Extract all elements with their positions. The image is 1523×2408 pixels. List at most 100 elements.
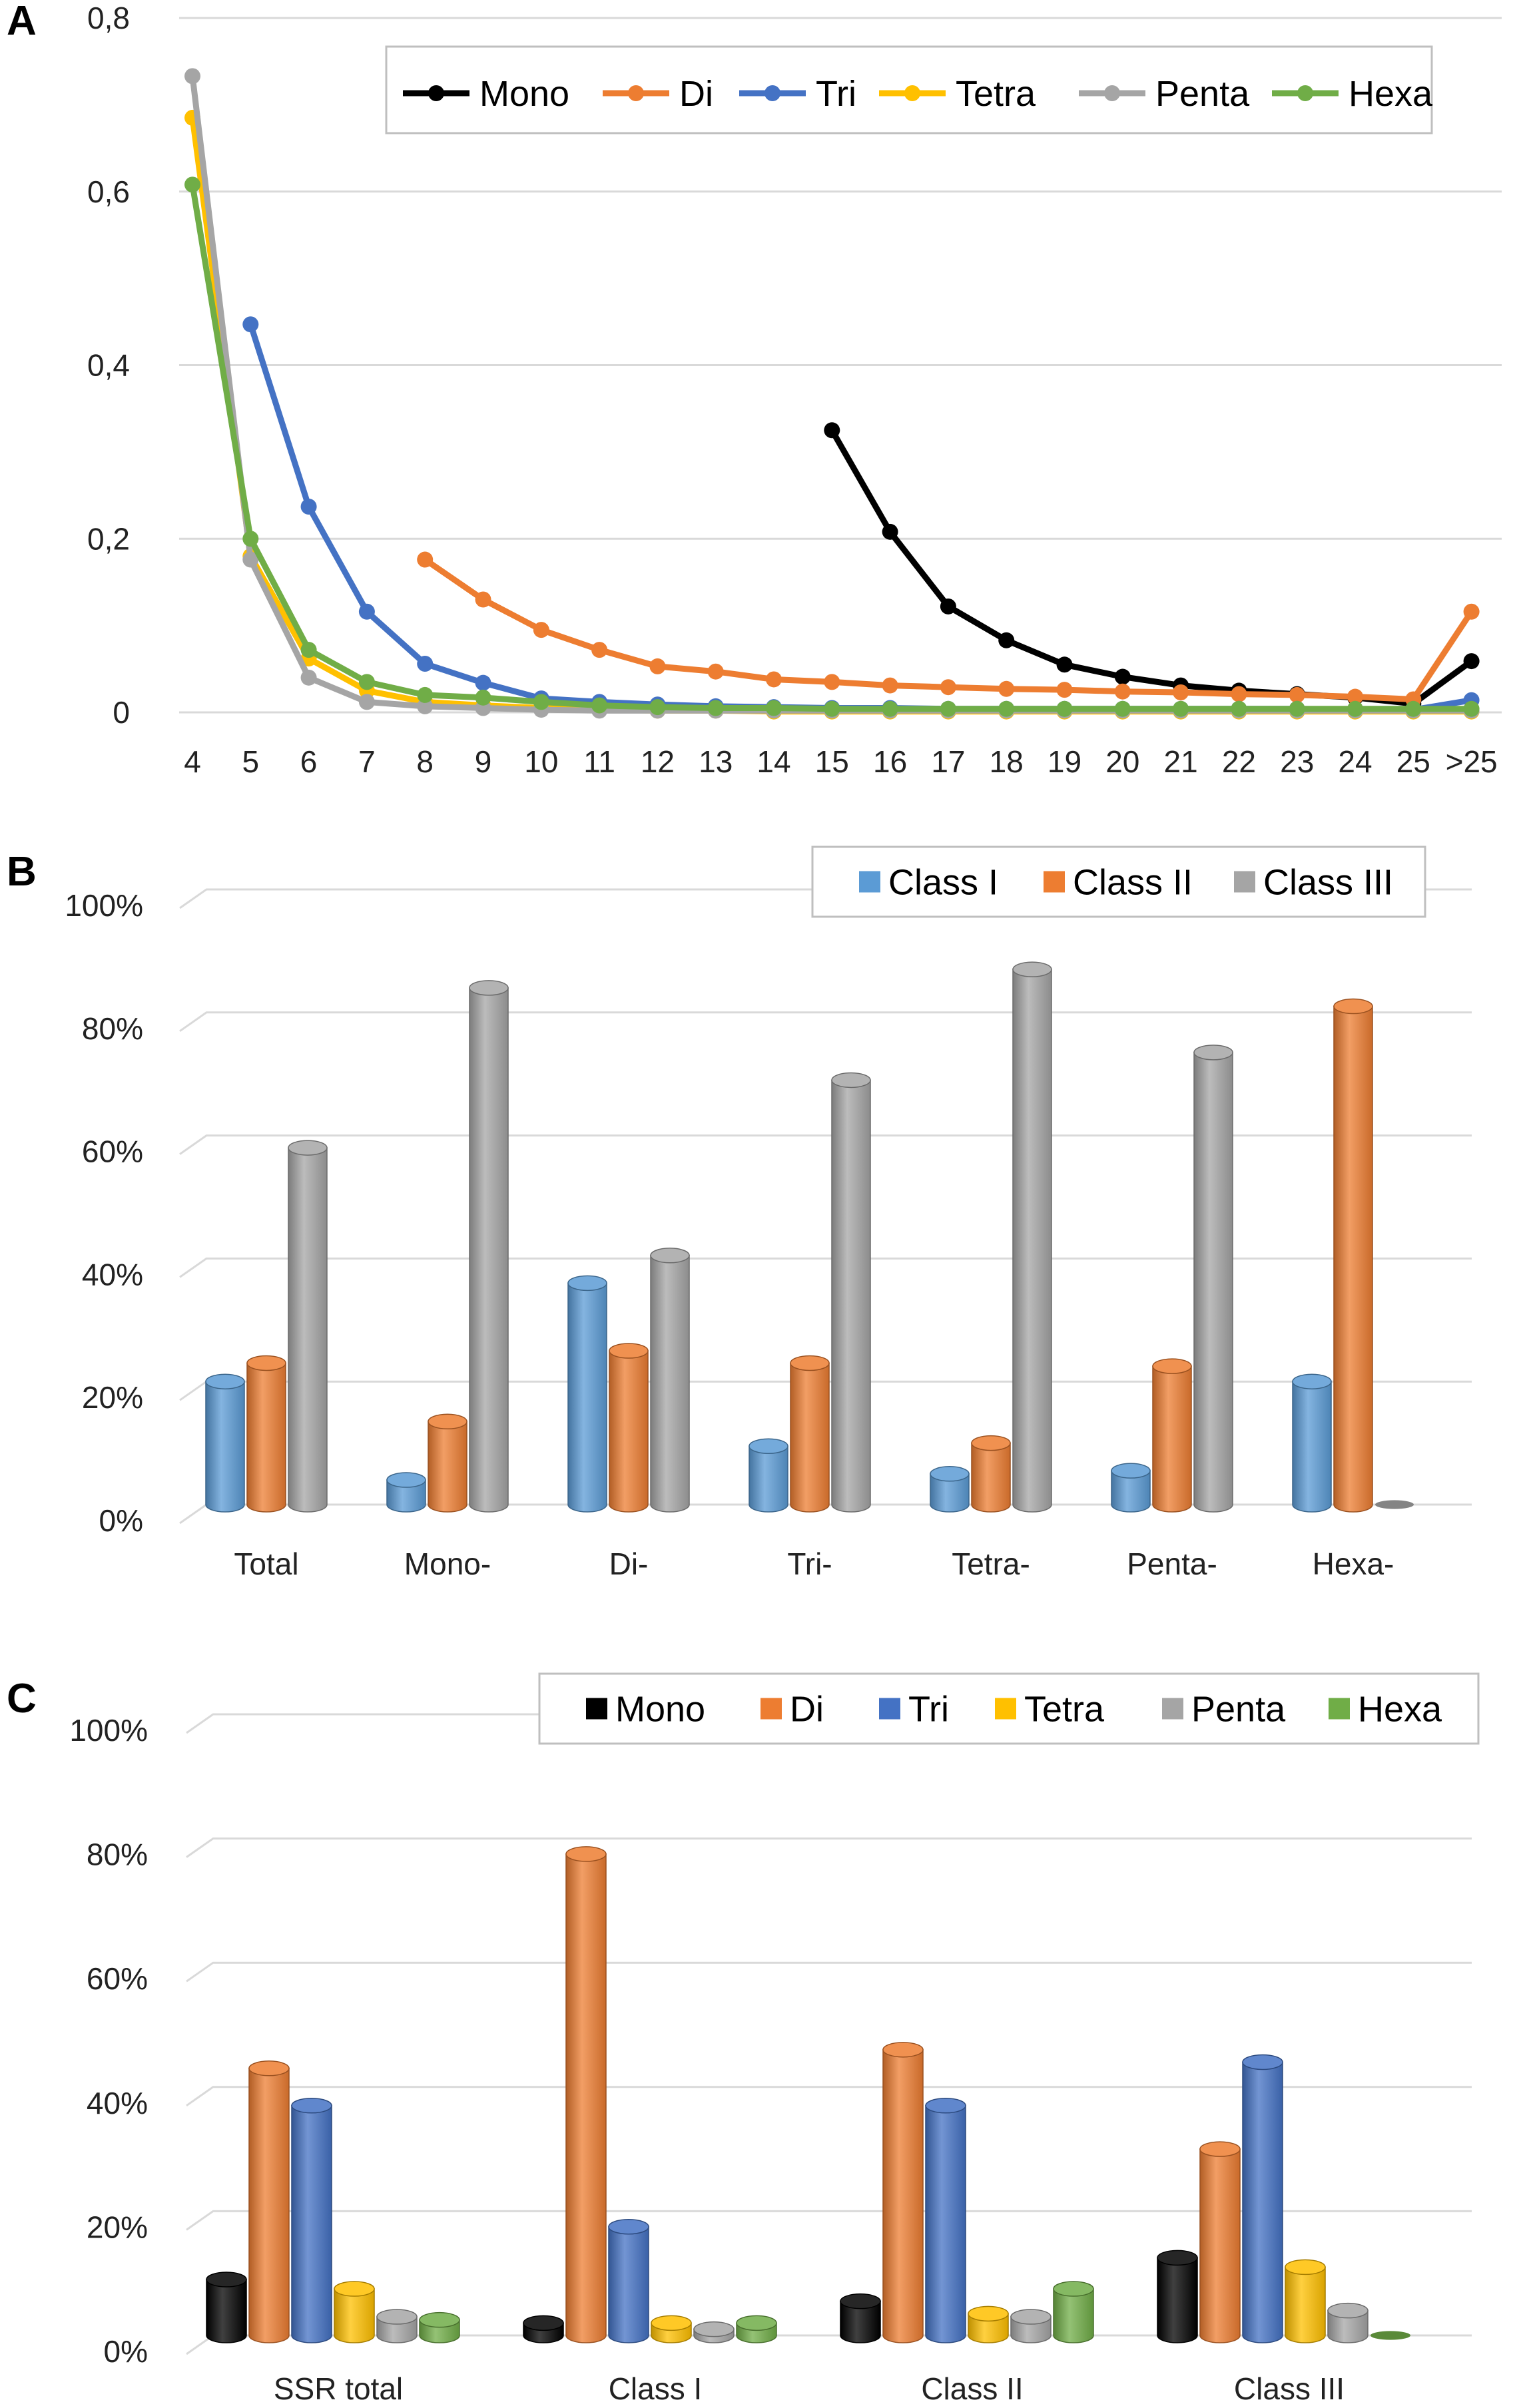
data-point-penta [184,68,200,85]
panel-b-bars [205,961,1414,1513]
panel-a-x-tick-label: 25 [1396,744,1430,779]
c-legend-swatch-mono [586,1698,607,1720]
data-point-di [1056,682,1073,698]
data-point-mono [1114,668,1131,685]
bar-hexa [419,2311,460,2343]
panel-a-x-tick-label: 14 [757,744,790,779]
data-point-hexa [707,700,724,716]
panel-a-x-tick-label: 24 [1338,744,1372,779]
bar-class-iii [1193,1045,1233,1513]
legend-marker-penta [1104,85,1120,101]
c-y-tick-label: 60% [87,1961,148,1996]
b-y-tick-label: 60% [82,1134,143,1169]
data-point-tri [242,316,259,333]
bar-body [1157,2257,1198,2343]
legend-label-di: Di [679,74,713,114]
legend-marker-mono [428,85,444,101]
panel-a-line-chart: A 0 0,2 0,4 0,6 0,8 4 5 6 7 8 9 10 11 12 13 14 15 16 17 18… [7,0,1502,779]
data-point-di [1347,688,1363,705]
bar-top [428,1413,467,1430]
panel-a-x-tick-label: >25 [1446,744,1498,779]
b-x-tick-label: Tetra- [952,1547,1030,1581]
c-legend-label-mono: Mono [615,1690,705,1730]
bar-body [469,987,509,1513]
b-x-tick-label: Mono- [404,1547,491,1581]
data-point-hexa [882,700,898,717]
b-legend-swatch-class-i [859,871,880,893]
bar-class-iii [469,980,509,1513]
bar-class-iii [288,1140,328,1513]
data-point-penta [417,698,434,714]
bar-top [248,2060,290,2076]
bar-body [246,1362,286,1513]
bar-body [930,1473,970,1513]
legend-label-mono: Mono [479,74,569,114]
series-mono [824,422,1480,712]
b-y-tick-label: 80% [82,1011,143,1046]
panel-a-x-tick-label: 21 [1164,744,1198,779]
bar-body [386,1479,426,1513]
c-legend-swatch-di [761,1698,782,1720]
bar-top [930,1466,970,1482]
bar-class-i [1111,1463,1151,1513]
bar-top [971,1435,1011,1451]
panel-a-x-tick-label: 19 [1048,744,1081,779]
data-point-hexa [998,700,1015,717]
bar-top [386,1472,426,1488]
bar-class-i [930,1466,970,1513]
bar-body [291,2105,332,2343]
panel-a-x-tick-label: 11 [583,744,615,779]
bar-class-i [1292,1373,1332,1513]
legend-marker-hexa [1297,85,1313,101]
data-point-hexa [649,699,666,716]
bar-top [1292,1373,1332,1389]
b-y-tick-label: 100% [65,888,143,923]
bar-top [1242,2054,1283,2070]
panel-a-x-tick-label: 20 [1105,744,1139,779]
panel-a-y-tick-label: 0,6 [87,174,130,209]
data-point-hexa [591,697,608,714]
data-point-hexa [242,531,259,547]
bar-body [1285,2266,1326,2343]
c-legend-label-penta: Penta [1191,1690,1286,1730]
bar-body [1111,1470,1151,1513]
data-point-hexa [184,176,200,193]
data-point-mono [1463,653,1480,670]
data-point-hexa [475,689,491,706]
legend-marker-di [628,85,644,101]
bar-top [334,2281,375,2297]
c-gridline [186,1837,1472,1858]
bar-body [1327,2309,1369,2343]
bar-top [291,2098,332,2114]
panel-c-legend: Mono Di Tri Tetra Penta Hexa [538,1672,1480,1745]
bar-penta [1327,2302,1369,2343]
bar-top [419,2311,460,2328]
bar-top [651,2315,692,2331]
bar-body [565,1853,607,2343]
bar-tri [1242,2054,1283,2343]
c-gridline [186,1961,1472,1983]
data-point-di [417,551,434,568]
panel-c-bar-chart: C 0% 20% 40% 60% 80% 100% SSR total Class I Cla… [7,1672,1480,2406]
c-y-tick-label: 80% [87,1837,148,1872]
bar-top [608,2218,649,2235]
data-point-di [649,658,666,674]
c-gridline [186,2210,1472,2231]
b-legend-box [811,845,1426,918]
bar-top [1193,1045,1233,1061]
bar-class-iii [650,1248,690,1513]
series-line-mono [829,429,1474,707]
panel-a-x-tick-label: 9 [475,744,492,779]
b-x-tick-label: Di- [609,1547,649,1581]
bar-class-i [205,1373,245,1513]
legend-label-tri: Tri [816,74,856,114]
panel-a-series [184,68,1480,720]
b-y-tick-label: 20% [82,1380,143,1415]
bar-body [428,1421,467,1513]
bar-tetra [1285,2259,1326,2343]
b-gridline [179,1134,1472,1155]
bar-body [334,2288,375,2343]
data-point-di [1289,686,1305,703]
legend-label-hexa: Hexa [1349,74,1433,114]
bar-body [650,1255,690,1513]
